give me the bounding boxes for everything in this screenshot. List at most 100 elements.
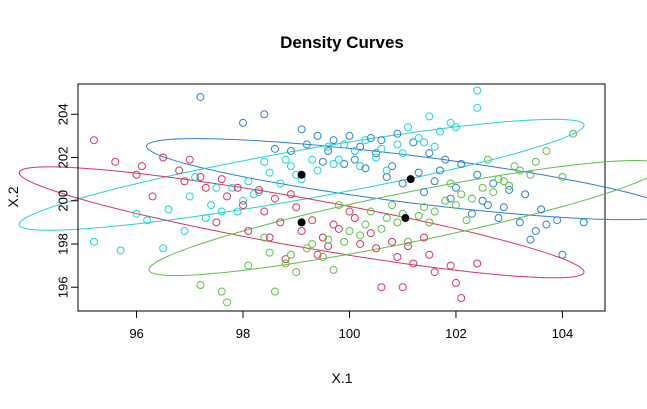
data-point-group-3 [201, 183, 210, 192]
point-layer [89, 86, 588, 307]
data-point-group-1 [388, 162, 397, 171]
cluster-center-3 [297, 218, 306, 227]
data-point-group-4 [414, 211, 423, 220]
data-point-group-2 [159, 244, 168, 253]
data-point-group-3 [233, 183, 242, 192]
data-point-group-2 [249, 190, 258, 199]
data-point-group-1 [414, 168, 423, 177]
data-point-group-3 [398, 283, 407, 292]
y-tick-label: 202 [55, 147, 70, 169]
y-tick-label: 204 [55, 103, 70, 125]
data-point-group-3 [254, 185, 263, 194]
data-point-group-2 [329, 159, 338, 168]
data-point-group-1 [318, 157, 327, 166]
data-point-group-4 [292, 268, 301, 277]
data-point-group-4 [356, 231, 365, 240]
y-axis-label: X.2 [5, 186, 21, 207]
data-point-group-1 [420, 188, 429, 197]
data-point-group-2 [435, 127, 444, 136]
data-point-group-1 [483, 201, 492, 210]
data-point-group-2 [201, 214, 210, 223]
data-point-group-3 [446, 261, 455, 270]
data-point-group-1 [377, 136, 386, 145]
x-axis: 96 98 100 102 104 [129, 310, 574, 341]
data-point-group-1 [457, 159, 466, 168]
data-point-group-2 [207, 201, 216, 210]
data-point-group-2 [276, 179, 285, 188]
data-point-group-4 [467, 194, 476, 203]
data-point-group-4 [457, 190, 466, 199]
data-point-group-3 [356, 239, 365, 248]
data-point-group-3 [244, 227, 253, 236]
data-point-group-3 [473, 259, 482, 268]
data-point-group-4 [361, 220, 370, 229]
data-point-group-4 [505, 181, 514, 190]
data-point-group-3 [196, 172, 205, 181]
data-point-group-4 [260, 233, 269, 242]
data-point-group-2 [473, 103, 482, 112]
data-point-group-4 [318, 252, 327, 261]
data-point-group-1 [302, 140, 311, 149]
data-point-group-2 [116, 246, 125, 255]
data-point-group-4 [345, 227, 354, 236]
data-point-group-4 [334, 201, 343, 210]
data-point-group-3 [318, 233, 327, 242]
data-point-group-4 [404, 237, 413, 246]
cluster-center-4 [401, 214, 410, 223]
data-point-group-1 [515, 218, 524, 227]
data-point-group-3 [324, 242, 333, 251]
cluster-center-1 [406, 175, 415, 184]
data-point-group-3 [270, 194, 279, 203]
data-point-group-4 [531, 157, 540, 166]
data-point-group-1 [478, 196, 487, 205]
data-point-group-3 [265, 233, 274, 242]
chart-title: Density Curves [280, 33, 404, 52]
y-tick-label: 196 [55, 276, 70, 298]
data-point-group-4 [499, 177, 508, 186]
data-point-group-3 [308, 216, 317, 225]
data-point-group-4 [270, 287, 279, 296]
x-tick-label: 98 [236, 326, 250, 341]
data-point-group-3 [217, 175, 226, 184]
data-point-group-2 [377, 144, 386, 153]
x-tick-label: 104 [552, 326, 574, 341]
data-point-group-4 [441, 196, 450, 205]
center-layer [297, 170, 415, 227]
data-point-group-4 [281, 259, 290, 268]
data-point-group-4 [329, 265, 338, 274]
data-point-group-4 [489, 188, 498, 197]
data-point-group-2 [212, 183, 221, 192]
data-point-group-2 [334, 155, 343, 164]
data-point-group-3 [260, 207, 269, 216]
data-point-group-2 [132, 209, 141, 218]
data-point-group-4 [483, 155, 492, 164]
data-point-group-1 [366, 134, 375, 143]
data-point-group-3 [404, 242, 413, 251]
data-point-group-1 [558, 250, 567, 259]
data-point-group-2 [89, 237, 98, 246]
data-point-group-4 [451, 201, 460, 210]
data-point-group-1 [505, 185, 514, 194]
data-point-group-4 [244, 261, 253, 270]
data-point-group-2 [361, 136, 370, 145]
data-point-group-3 [175, 166, 184, 175]
data-point-group-4 [265, 248, 274, 257]
data-point-group-3 [276, 218, 285, 227]
density-ellipse-3 [18, 166, 585, 279]
data-point-group-3 [345, 207, 354, 216]
data-point-group-3 [292, 203, 301, 212]
data-point-group-1 [446, 194, 455, 203]
data-point-group-3 [297, 227, 306, 236]
data-point-group-4 [377, 224, 386, 233]
data-point-group-3 [451, 278, 460, 287]
data-point-group-1 [350, 155, 359, 164]
data-point-group-3 [89, 136, 98, 145]
data-point-group-2 [340, 140, 349, 149]
data-point-group-2 [356, 162, 365, 171]
data-point-group-3 [420, 233, 429, 242]
data-point-group-4 [478, 183, 487, 192]
data-point-group-4 [558, 172, 567, 181]
data-point-group-1 [356, 142, 365, 151]
data-point-group-2 [254, 188, 263, 197]
x-tick-label: 102 [445, 326, 467, 341]
